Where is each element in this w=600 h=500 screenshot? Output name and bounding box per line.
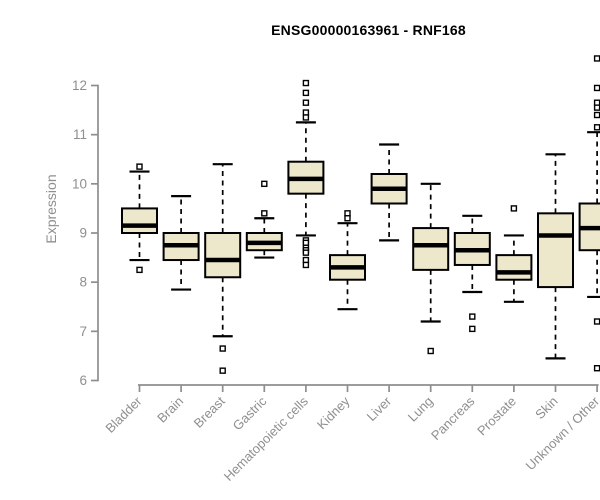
outlier-point bbox=[302, 114, 310, 121]
outlier-point bbox=[344, 215, 351, 222]
outlier-point bbox=[219, 345, 226, 352]
outlier-point bbox=[302, 79, 310, 87]
boxplot-liver bbox=[370, 143, 408, 242]
outlier-point bbox=[593, 55, 600, 62]
x-tick-label: Skin bbox=[532, 394, 560, 422]
iqr-box bbox=[204, 232, 242, 279]
x-tick-label: Pancreas bbox=[428, 393, 478, 443]
x-tick-label: Kidney bbox=[314, 393, 353, 432]
boxplot-skin bbox=[537, 153, 574, 360]
y-tick-label: 6 bbox=[79, 373, 87, 388]
outlier-point bbox=[427, 347, 434, 355]
iqr-box bbox=[412, 227, 450, 271]
boxplot-hematopoietic-cells bbox=[287, 79, 325, 269]
outlier-point bbox=[136, 163, 143, 170]
outlier-point bbox=[593, 104, 600, 111]
boxplot-kidney bbox=[329, 210, 366, 311]
x-tick-label: Gastric bbox=[230, 393, 270, 433]
y-tick-label: 10 bbox=[72, 176, 87, 191]
outlier-point bbox=[593, 111, 600, 119]
y-axis-title: Expression bbox=[43, 174, 59, 244]
outlier-point bbox=[261, 210, 268, 217]
y-tick-label: 9 bbox=[79, 226, 87, 241]
outlier-point bbox=[593, 318, 600, 325]
expression-boxplot-figure: 6 7 8 9 10 11 12 Bladder Brain Breast Gastric Hemat… bbox=[40, 16, 600, 500]
y-tick-label: 7 bbox=[79, 324, 87, 339]
y-tick-label: 8 bbox=[79, 275, 87, 290]
x-tick-label: Liver bbox=[364, 393, 395, 424]
boxplot-prostate bbox=[495, 205, 533, 303]
x-tick-label: Breast bbox=[191, 393, 228, 430]
x-tick-label: Brain bbox=[154, 394, 186, 426]
outlier-point bbox=[136, 266, 143, 274]
outlier-point bbox=[302, 99, 310, 106]
x-tick-label: Unknown / Other bbox=[523, 393, 600, 473]
iqr-box bbox=[537, 212, 574, 289]
boxplot-brain bbox=[162, 195, 200, 291]
iqr-box bbox=[121, 207, 158, 235]
x-tick-label: Bladder bbox=[102, 393, 145, 436]
iqr-box bbox=[495, 254, 533, 281]
outlier-point bbox=[302, 249, 310, 256]
outlier-point bbox=[510, 205, 518, 212]
boxplot-pancreas bbox=[453, 214, 491, 333]
y-tick-label: 12 bbox=[72, 78, 87, 93]
outlier-point bbox=[302, 89, 310, 97]
outlier-point bbox=[302, 261, 310, 269]
boxplot-lung bbox=[412, 182, 450, 355]
outlier-point bbox=[469, 325, 476, 333]
boxplot-gastric bbox=[245, 180, 283, 259]
x-tick-label: Lung bbox=[405, 394, 436, 425]
y-axis: 6 7 8 9 10 11 12 bbox=[72, 78, 99, 388]
outlier-point bbox=[469, 313, 476, 320]
y-tick-label: 11 bbox=[73, 127, 87, 142]
outlier-point bbox=[219, 367, 226, 374]
boxplot-breast bbox=[204, 163, 242, 374]
outlier-point bbox=[593, 84, 600, 92]
outlier-point bbox=[593, 124, 600, 131]
boxplot-unknown-other bbox=[578, 55, 600, 372]
x-tick-label: Prostate bbox=[474, 394, 519, 439]
boxplot-bladder bbox=[121, 163, 158, 274]
chart-title: ENSG00000163961 - RNF168 bbox=[271, 22, 466, 38]
outlier-point bbox=[593, 365, 600, 372]
outlier-point bbox=[261, 180, 268, 188]
